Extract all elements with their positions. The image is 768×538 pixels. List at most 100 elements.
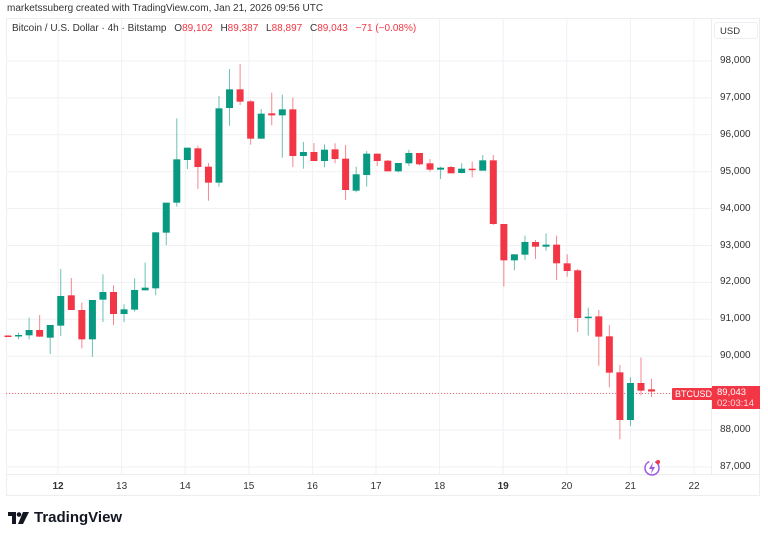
candle[interactable] bbox=[46, 324, 54, 354]
candle[interactable] bbox=[152, 232, 160, 296]
time-tick-label: 12 bbox=[52, 481, 64, 492]
candle[interactable] bbox=[384, 160, 392, 172]
candle[interactable] bbox=[289, 97, 297, 168]
candle[interactable] bbox=[437, 166, 445, 180]
candle[interactable] bbox=[278, 94, 286, 158]
candle-body bbox=[257, 113, 265, 139]
price-tick-label: 95,000 bbox=[720, 165, 751, 177]
candle[interactable] bbox=[204, 162, 212, 201]
currency-button[interactable]: USD bbox=[714, 22, 758, 39]
candle[interactable] bbox=[352, 166, 360, 193]
candle[interactable] bbox=[510, 254, 518, 271]
symbol-legend: Bitcoin / U.S. Dollar · 4h · Bitstamp O8… bbox=[12, 23, 416, 34]
candle[interactable] bbox=[626, 377, 634, 426]
lightning-icon[interactable] bbox=[642, 458, 662, 478]
candle[interactable] bbox=[78, 302, 86, 349]
candle[interactable] bbox=[489, 154, 497, 225]
candle[interactable] bbox=[88, 300, 96, 357]
candle[interactable] bbox=[521, 235, 529, 261]
high-value: 89,387 bbox=[227, 23, 259, 34]
candle[interactable] bbox=[574, 269, 582, 332]
candle[interactable] bbox=[479, 154, 487, 171]
candle-body bbox=[532, 241, 539, 247]
candle[interactable] bbox=[194, 145, 202, 190]
candle[interactable] bbox=[363, 150, 371, 187]
candle-body bbox=[25, 330, 33, 336]
candle[interactable] bbox=[215, 96, 223, 187]
candle[interactable] bbox=[605, 325, 613, 388]
low-label: L bbox=[266, 23, 272, 34]
price-tick-label: 92,000 bbox=[720, 276, 751, 288]
candle[interactable] bbox=[394, 162, 402, 173]
candle[interactable] bbox=[236, 63, 244, 105]
last-price: 89,043 bbox=[717, 387, 747, 398]
candle[interactable] bbox=[342, 144, 350, 201]
candle[interactable] bbox=[373, 153, 381, 167]
candle-body bbox=[4, 335, 12, 338]
candle[interactable] bbox=[25, 317, 33, 340]
candle[interactable] bbox=[57, 269, 65, 337]
candle[interactable] bbox=[331, 143, 339, 164]
time-tick-label: 20 bbox=[561, 481, 573, 492]
candle[interactable] bbox=[173, 118, 181, 207]
candle[interactable] bbox=[447, 165, 455, 174]
candle-body bbox=[247, 101, 255, 139]
candle[interactable] bbox=[415, 152, 423, 166]
candle-body bbox=[278, 109, 286, 116]
candle-body bbox=[363, 153, 371, 175]
brand-name: TradingView bbox=[34, 509, 123, 526]
candle[interactable] bbox=[563, 254, 571, 277]
price-tick-label: 93,000 bbox=[720, 239, 751, 251]
candle[interactable] bbox=[648, 378, 656, 397]
candle-body bbox=[595, 316, 603, 337]
time-tick-label: 17 bbox=[370, 481, 382, 492]
candle-body bbox=[394, 162, 402, 172]
candle[interactable] bbox=[321, 144, 328, 168]
candle[interactable] bbox=[268, 92, 276, 126]
candle[interactable] bbox=[616, 364, 624, 440]
candle[interactable] bbox=[247, 100, 255, 145]
candle[interactable] bbox=[500, 223, 508, 287]
candle[interactable] bbox=[426, 159, 434, 172]
candle-body bbox=[384, 160, 392, 172]
candle[interactable] bbox=[532, 240, 539, 260]
candle[interactable] bbox=[99, 274, 107, 322]
candle[interactable] bbox=[36, 314, 44, 338]
chart-credit: marketssuberg created with TradingView.c… bbox=[7, 3, 324, 14]
candle[interactable] bbox=[226, 69, 234, 126]
candle[interactable] bbox=[67, 278, 75, 311]
candle[interactable] bbox=[310, 142, 318, 161]
price-tick-label: 96,000 bbox=[720, 128, 751, 140]
candle[interactable] bbox=[4, 335, 12, 338]
candle-body bbox=[110, 291, 117, 314]
candle[interactable] bbox=[141, 262, 149, 291]
candle[interactable] bbox=[299, 141, 307, 169]
candle[interactable] bbox=[584, 307, 592, 336]
time-tick-label: 16 bbox=[306, 481, 318, 492]
candle[interactable] bbox=[468, 161, 476, 178]
candle[interactable] bbox=[542, 233, 550, 251]
candle[interactable] bbox=[553, 235, 561, 281]
candle[interactable] bbox=[257, 109, 265, 139]
candle[interactable] bbox=[15, 332, 23, 340]
candle-body bbox=[521, 241, 529, 255]
candle[interactable] bbox=[405, 149, 413, 167]
candle[interactable] bbox=[458, 163, 466, 174]
candle[interactable] bbox=[162, 202, 170, 245]
time-tick-label: 22 bbox=[688, 481, 700, 492]
candle[interactable] bbox=[131, 278, 139, 312]
candle[interactable] bbox=[637, 357, 645, 396]
candle[interactable] bbox=[595, 310, 603, 366]
time-tick-label: 14 bbox=[179, 481, 191, 492]
tradingview-logo-icon bbox=[8, 511, 29, 524]
candle[interactable] bbox=[183, 147, 191, 170]
candle-body bbox=[563, 263, 571, 271]
candles bbox=[4, 63, 656, 440]
candle[interactable] bbox=[110, 285, 117, 325]
candle[interactable] bbox=[120, 304, 128, 322]
tradingview-logo[interactable]: TradingView bbox=[8, 509, 122, 526]
candle-body bbox=[131, 290, 139, 310]
time-tick-label: 19 bbox=[497, 481, 509, 492]
high-label: H bbox=[220, 23, 228, 34]
time-tick-label: 15 bbox=[243, 481, 255, 492]
